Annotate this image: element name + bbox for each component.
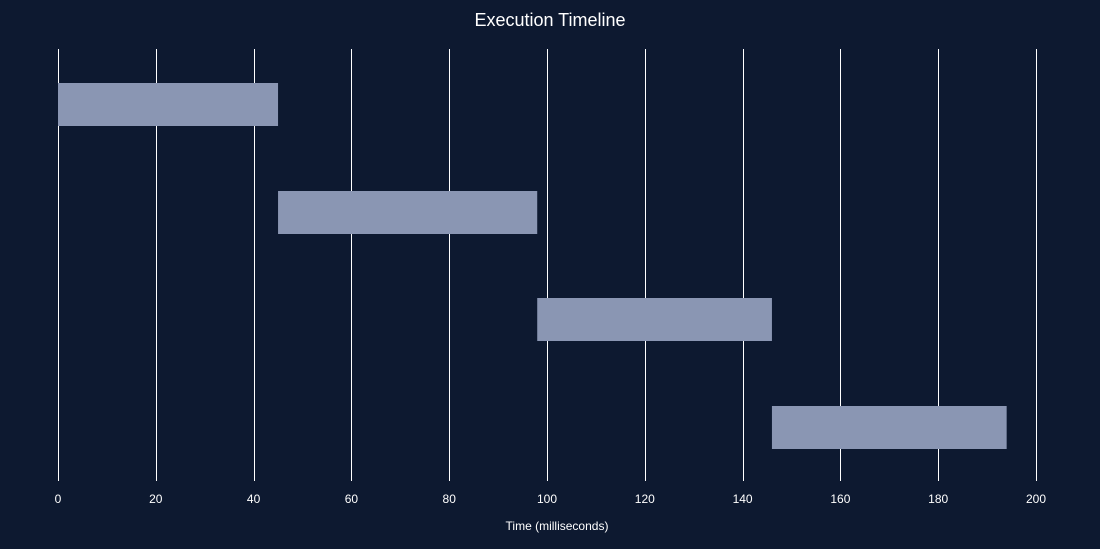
chart-title: Execution Timeline: [474, 10, 625, 30]
x-tick-label: 100: [537, 492, 557, 506]
x-tick-label: 140: [733, 492, 753, 506]
x-tick-label: 40: [247, 492, 261, 506]
x-tick-label: 20: [149, 492, 163, 506]
x-tick-label: 0: [55, 492, 62, 506]
x-tick-label: 200: [1026, 492, 1046, 506]
x-axis-label: Time (milliseconds): [506, 519, 609, 533]
x-tick-label: 160: [830, 492, 850, 506]
x-tick-label: 120: [635, 492, 655, 506]
bars: [58, 83, 1007, 449]
timeline-bar-2: [278, 191, 538, 234]
x-tick-label: 60: [345, 492, 359, 506]
x-tick-label: 180: [928, 492, 948, 506]
timeline-bar-4: [771, 406, 1007, 449]
timeline-bar-1: [58, 83, 279, 126]
x-tick-labels: 0 20 40 60 80 100 120 140 160 180 200: [55, 492, 1047, 506]
x-tick-label: 80: [443, 492, 457, 506]
timeline-bar-3: [537, 298, 772, 341]
